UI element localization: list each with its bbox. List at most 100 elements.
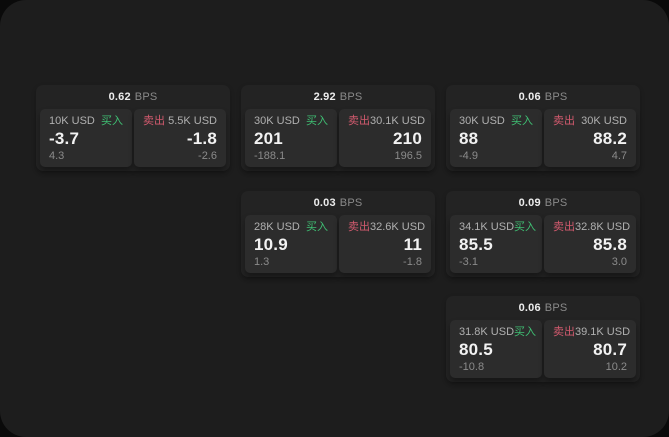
buy-amount: 31.8K USD [459,326,515,338]
card-body: 10K USD 买入 -3.7 4.3 卖出 5.5K USD -1.8 -2.… [36,109,230,171]
sell-price: 85.8 [593,234,627,254]
sell-panel[interactable]: 卖出 30K USD 88.2 4.7 [544,109,636,167]
buy-side-label: 买入 [511,115,533,127]
buy-panel[interactable]: 28K USD 买入 10.9 1.3 [245,214,337,273]
buy-price: 10.9 [254,234,288,254]
sell-price: 210 [393,129,422,148]
sell-amount: 30K USD [581,115,627,127]
card-header: 0.06 BPS [446,296,640,320]
sell-side-label: 卖出 [553,326,575,338]
bps-unit-label: BPS [544,196,568,209]
buy-top-row: 30K USD 买入 [254,115,328,128]
buy-panel[interactable]: 30K USD 买入 88 -4.9 [450,109,542,167]
buy-price: 85.5 [459,234,493,254]
buy-change: -3.1 [459,255,478,268]
sell-amount: 32.6K USD [370,220,426,233]
card-header: 2.92 BPS [241,85,435,109]
bps-value: 0.06 [518,91,541,103]
buy-amount: 30K USD [459,115,505,127]
card-header: 0.09 BPS [446,191,640,215]
card-body: 30K USD 买入 88 -4.9 卖出 30K USD 88.2 4.7 [446,109,640,171]
sell-amount: 32.8K USD [575,220,631,233]
card-header: 0.62 BPS [36,85,230,109]
sell-top-row: 卖出 30K USD [553,115,627,128]
buy-panel[interactable]: 31.8K USD 买入 80.5 -10.8 [450,320,542,378]
buy-top-row: 10K USD 买入 [49,115,123,128]
quote-card[interactable]: 2.92 BPS 30K USD 买入 201 -188.1 卖出 30.1K … [241,85,435,171]
sell-top-row: 卖出 30.1K USD [348,115,425,128]
bps-unit-label: BPS [339,196,363,209]
bps-value: 0.06 [518,302,541,314]
buy-side-label: 买入 [514,220,537,233]
quote-card[interactable]: 0.62 BPS 10K USD 买入 -3.7 4.3 卖出 5.5K USD… [36,85,230,171]
bps-value: 0.03 [313,196,336,209]
buy-side-label: 买入 [101,115,123,127]
buy-panel[interactable]: 30K USD 买入 201 -188.1 [245,109,337,167]
card-body: 28K USD 买入 10.9 1.3 卖出 32.6K USD 11 -1.8 [241,214,435,277]
sell-top-row: 卖出 32.8K USD [553,220,631,234]
bps-value: 0.09 [518,196,541,209]
sell-change: -2.6 [198,150,217,162]
sell-panel[interactable]: 卖出 30.1K USD 210 196.5 [339,109,431,167]
bps-value: 0.62 [108,91,131,103]
card-header: 0.06 BPS [446,85,640,109]
buy-change: -188.1 [254,150,286,162]
sell-price: 11 [403,234,422,254]
sell-panel[interactable]: 卖出 32.6K USD 11 -1.8 [339,214,431,273]
card-body: 31.8K USD 买入 80.5 -10.8 卖出 39.1K USD 80.… [446,320,640,382]
buy-price: 80.5 [459,340,493,359]
quote-card[interactable]: 0.06 BPS 31.8K USD 买入 80.5 -10.8 卖出 39.1… [446,296,640,382]
buy-top-row: 28K USD 买入 [254,221,328,234]
sell-amount: 5.5K USD [168,115,217,127]
sell-panel[interactable]: 卖出 5.5K USD -1.8 -2.6 [134,109,226,167]
sell-panel[interactable]: 卖出 39.1K USD 80.7 10.2 [544,320,636,378]
buy-amount: 28K USD [254,220,300,233]
buy-price: 201 [254,129,283,148]
buy-change: 1.3 [254,255,270,268]
buy-price: 88 [459,129,479,148]
sell-top-row: 卖出 39.1K USD [553,326,631,339]
card-body: 30K USD 买入 201 -188.1 卖出 30.1K USD 210 1… [241,109,435,171]
buy-amount: 34.1K USD [459,220,515,233]
sell-amount: 39.1K USD [575,326,631,338]
sell-side-label: 卖出 [348,220,370,233]
buy-side-label: 买入 [306,115,328,127]
buy-top-row: 31.8K USD 买入 [459,326,537,339]
sell-side-label: 卖出 [553,220,575,233]
sell-change: 196.5 [394,150,422,162]
bps-unit-label: BPS [544,91,568,103]
sell-panel[interactable]: 卖出 32.8K USD 85.8 3.0 [544,214,636,273]
buy-price: -3.7 [49,129,80,148]
sell-side-label: 卖出 [553,115,575,127]
card-body: 34.1K USD 买入 85.5 -3.1 卖出 32.8K USD 85.8… [446,214,640,277]
buy-side-label: 买入 [514,326,537,338]
sell-price: 88.2 [593,129,627,148]
buy-top-row: 30K USD 买入 [459,115,533,128]
sell-change: 4.7 [611,150,627,162]
bps-value: 2.92 [313,91,336,103]
quote-card[interactable]: 0.06 BPS 30K USD 买入 88 -4.9 卖出 30K USD 8… [446,85,640,171]
sell-top-row: 卖出 32.6K USD [348,220,426,234]
buy-amount: 10K USD [49,115,95,127]
sell-price: 80.7 [593,340,627,359]
buy-change: -10.8 [459,361,485,373]
sell-side-label: 卖出 [348,115,370,127]
sell-price: -1.8 [186,129,217,148]
quote-card[interactable]: 0.03 BPS 28K USD 买入 10.9 1.3 卖出 32.6K US… [241,190,435,277]
card-header: 0.03 BPS [241,191,435,215]
buy-top-row: 34.1K USD 买入 [459,220,537,234]
buy-panel[interactable]: 34.1K USD 买入 85.5 -3.1 [450,214,542,273]
sell-change: 3.0 [611,255,627,268]
quote-card[interactable]: 0.09 BPS 34.1K USD 买入 85.5 -3.1 卖出 32.8K… [446,190,640,277]
buy-side-label: 买入 [306,220,328,233]
quote-grid: 0.62 BPS 10K USD 买入 -3.7 4.3 卖出 5.5K USD… [36,85,640,382]
sell-top-row: 卖出 5.5K USD [143,115,217,128]
bps-unit-label: BPS [544,302,568,314]
buy-change: -4.9 [459,150,478,162]
sell-change: -1.8 [403,255,422,268]
bps-unit-label: BPS [134,91,158,103]
sell-change: 10.2 [605,361,627,373]
buy-panel[interactable]: 10K USD 买入 -3.7 4.3 [40,109,132,167]
buy-amount: 30K USD [254,115,300,127]
